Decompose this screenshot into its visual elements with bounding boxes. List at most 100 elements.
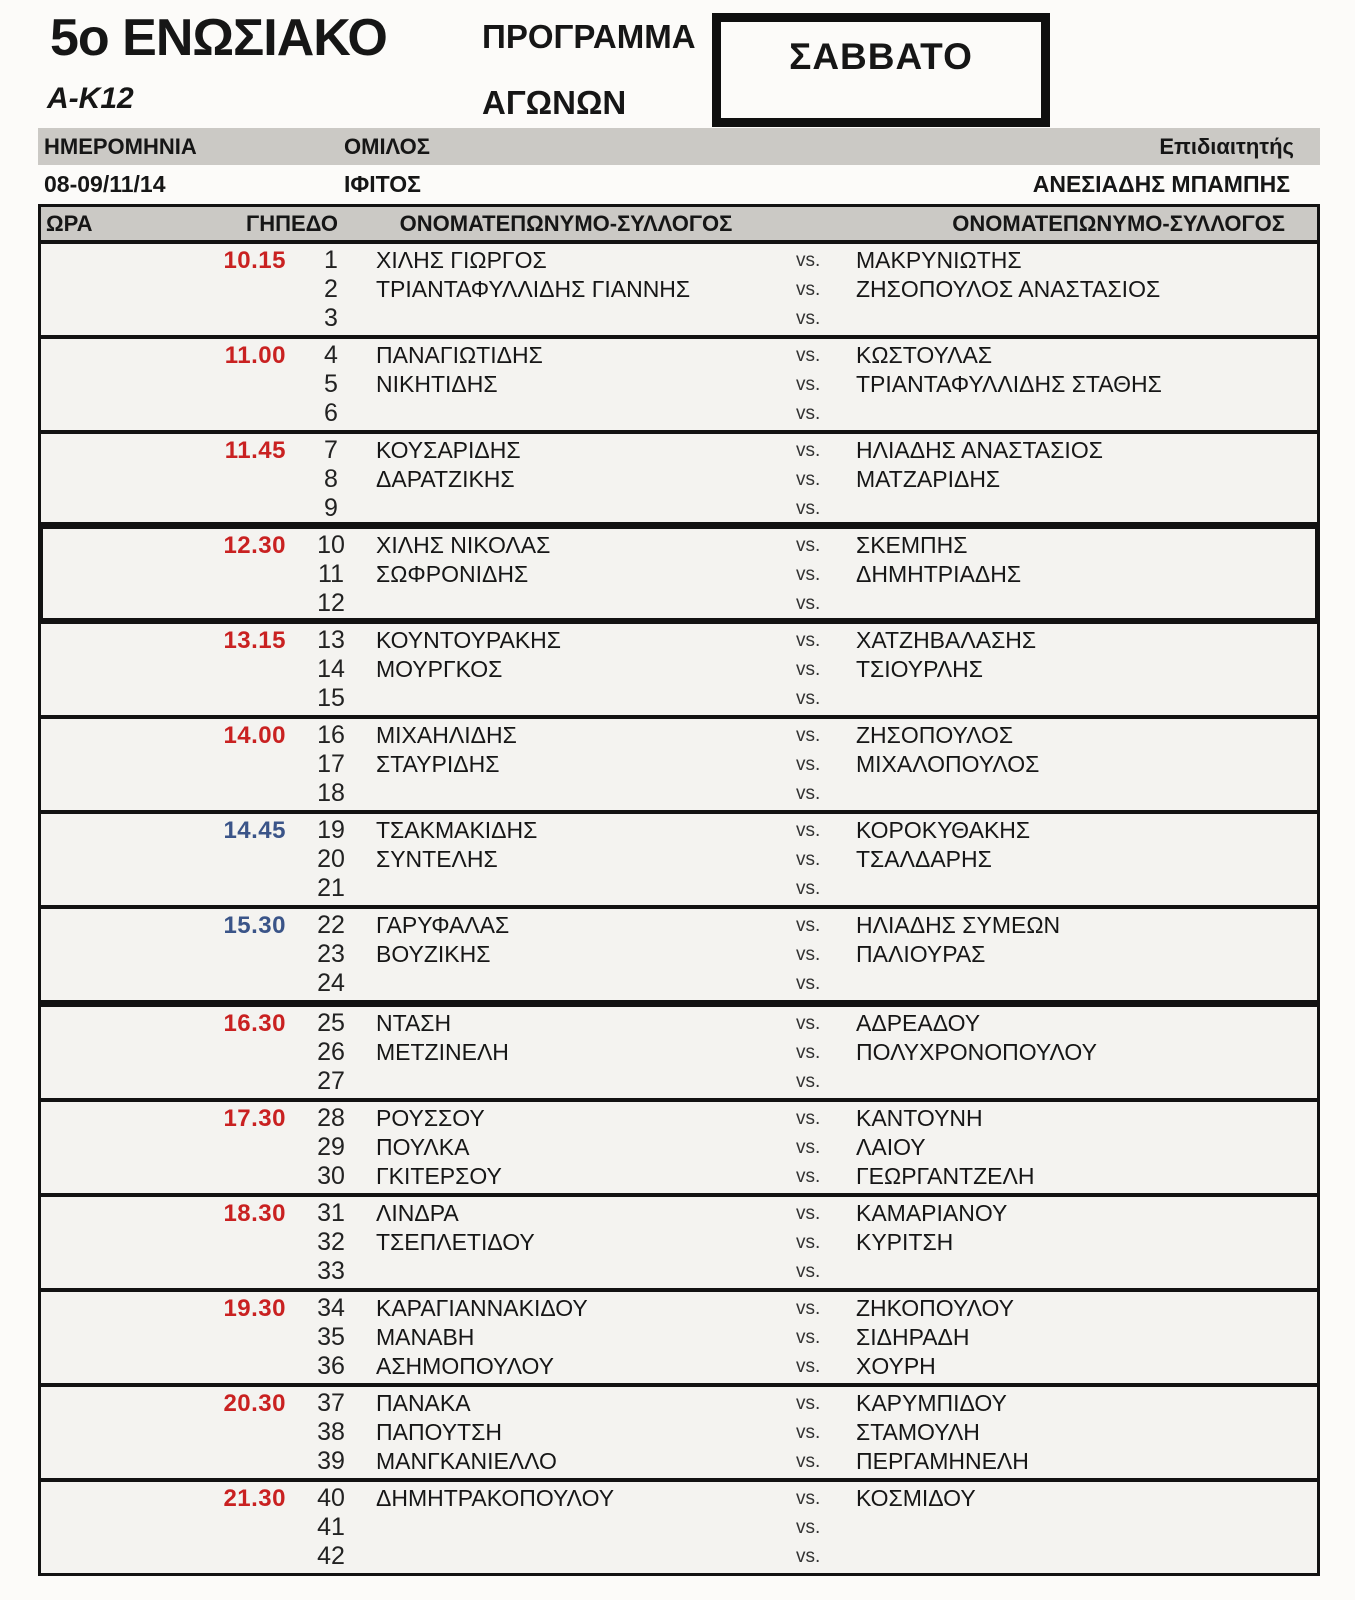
col-header-player1: ΟΝΟΜΑΤΕΠΩΝΥΜΟ-ΣΥΛΛΟΓΟΣ	[399, 210, 733, 236]
player2-name: ΤΡΙΑΝΤΑΦΥΛΛΙΔΗΣ ΣΤΑΘΗΣ	[856, 371, 1162, 397]
match-row-court-26: 26 ΜΕΤΖΙΝΕΛΗ vs. ΠΟΛΥΧΡΟΝΟΠΟΥΛΟΥ	[41, 1038, 1317, 1067]
vs-label: vs.	[796, 943, 821, 965]
player2-name: ΖΗΣΟΠΟΥΛΟΣ	[856, 722, 1014, 748]
player1-name: ΜΑΝΓΚΑΝΙΕΛΛΟ	[376, 1448, 557, 1474]
match-row-court-28: 17.30 28 ΡΟΥΣΣΟΥ vs. ΚΑΝΤΟΥΝΗ	[41, 1104, 1317, 1133]
match-row-court-22: 15.30 22 ΓΑΡΥΦΑΛΑΣ vs. ΗΛΙΑΔΗΣ ΣΥΜΕΩΝ	[41, 911, 1317, 940]
program-title-line1: ΠΡΟΓΡΑΜΜΑ	[482, 18, 696, 55]
col-header-time: ΩΡΑ	[46, 210, 93, 236]
player2-name: ΓΕΩΡΓΑΝΤΖΕΛΗ	[856, 1163, 1035, 1189]
match-row-court-17: 17 ΣΤΑΥΡΙΔΗΣ vs. ΜΙΧΑΛΟΠΟΥΛΟΣ	[41, 750, 1317, 779]
player1-name: ΜΑΝΑΒΗ	[376, 1324, 475, 1350]
schedule-table: ΩΡΑ ΓΗΠΕΔΟ ΟΝΟΜΑΤΕΠΩΝΥΜΟ-ΣΥΛΛΟΓΟΣ ΟΝΟΜΑΤ…	[38, 204, 1320, 1576]
player1-name: ΣΤΑΥΡΙΔΗΣ	[376, 751, 500, 777]
vs-label: vs.	[796, 1326, 821, 1348]
time-cell: 17.30	[223, 1104, 286, 1132]
vs-label: vs.	[796, 1107, 821, 1129]
time-cell: 11.00	[224, 341, 286, 369]
vs-label: vs.	[796, 1421, 821, 1443]
vs-label: vs.	[796, 563, 821, 585]
player2-name: ΖΗΣΟΠΟΥΛΟΣ ΑΝΑΣΤΑΣΙΟΣ	[856, 276, 1161, 302]
match-row-court-40: 21.30 40 ΔΗΜΗΤΡΑΚΟΠΟΥΛΟΥ vs. ΚΟΣΜΙΔΟΥ	[41, 1484, 1317, 1513]
vs-label: vs.	[796, 439, 821, 461]
player2-name: ΜΑΤΖΑΡΙΔΗΣ	[856, 466, 1001, 492]
player1-name: ΚΑΡΑΓΙΑΝΝΑΚΙΔΟΥ	[376, 1295, 588, 1321]
court-number: 16	[317, 721, 345, 749]
vs-label: vs.	[796, 344, 821, 366]
match-row-court-7: 11.45 7 ΚΟΥΣΑΡΙΔΗΣ vs. ΗΛΙΑΔΗΣ ΑΝΑΣΤΑΣΙΟΣ	[41, 436, 1317, 465]
court-number: 7	[324, 436, 338, 464]
court-number: 31	[317, 1199, 345, 1227]
player2-name: ΜΙΧΑΛΟΠΟΥΛΟΣ	[856, 751, 1040, 777]
player1-name: ΔΑΡΑΤΖΙΚΗΣ	[376, 466, 515, 492]
court-number: 1	[324, 246, 338, 274]
schedule-blocks: 10.15 1 ΧΙΛΗΣ ΓΙΩΡΓΟΣ vs. ΜΑΚΡΥΝΙΩΤΗΣ 2 ΤΡΙΑΝΤ…	[38, 244, 1320, 1573]
player1-name: ΠΑΝΑΚΑ	[376, 1390, 471, 1416]
player2-name: ΗΛΙΑΔΗΣ ΣΥΜΕΩΝ	[856, 912, 1061, 938]
court-number: 19	[317, 816, 345, 844]
player1-name: ΚΟΥΝΤΟΥΡΑΚΗΣ	[376, 627, 561, 653]
vs-label: vs.	[796, 848, 821, 870]
player1-name: ΡΟΥΣΣΟΥ	[376, 1105, 485, 1131]
time-block-17.30: 17.30 28 ΡΟΥΣΣΟΥ vs. ΚΑΝΤΟΥΝΗ 29 ΠΟΥΛΚΑ vs. ΛΑΙΟ…	[41, 1098, 1317, 1193]
court-number: 15	[317, 684, 345, 712]
court-number: 17	[317, 750, 345, 778]
player1-name: ΛΙΝΔΡΑ	[376, 1200, 459, 1226]
court-number: 11	[318, 560, 344, 588]
vs-label: vs.	[796, 877, 821, 899]
document-header: 5ο ΕΝΩΣΙΑΚΟ A-K12 ΠΡΟΓΡΑΜΜΑ ΑΓΩΝΩΝ ΣΑΒΒΑ…	[0, 0, 1355, 128]
time-block-14.00: 14.00 16 ΜΙΧΑΗΛΙΔΗΣ vs. ΖΗΣΟΠΟΥΛΟΣ 17 ΣΤΑΥΡΙΔΗ…	[41, 715, 1317, 810]
player1-name: ΣΥΝΤΕΛΗΣ	[376, 846, 498, 872]
court-number: 21	[317, 874, 345, 902]
court-number: 28	[317, 1104, 345, 1132]
match-row-court-33: 33 vs.	[41, 1257, 1317, 1286]
time-block-13.15: 13.15 13 ΚΟΥΝΤΟΥΡΑΚΗΣ vs. ΧΑΤΖΗΒΑΛΑΣΗΣ 14 ΜΟΥΡ…	[41, 620, 1317, 715]
court-number: 14	[317, 655, 345, 683]
court-number: 22	[317, 911, 345, 939]
vs-label: vs.	[796, 1231, 821, 1253]
player1-name: ΝΙΚΗΤΙΔΗΣ	[376, 371, 498, 397]
vs-label: vs.	[796, 534, 821, 556]
court-number: 18	[317, 779, 345, 807]
vs-label: vs.	[796, 819, 821, 841]
court-number: 10	[317, 531, 345, 559]
time-block-11.45: 11.45 7 ΚΟΥΣΑΡΙΔΗΣ vs. ΗΛΙΑΔΗΣ ΑΝΑΣΤΑΣΙΟΣ 8 ΔΑ…	[41, 430, 1317, 525]
vs-label: vs.	[796, 592, 821, 614]
player1-name: ΜΙΧΑΗΛΙΔΗΣ	[376, 722, 517, 748]
match-row-court-34: 19.30 34 ΚΑΡΑΓΙΑΝΝΑΚΙΔΟΥ vs. ΖΗΚΟΠΟΥΛΟΥ	[41, 1294, 1317, 1323]
court-number: 30	[317, 1162, 345, 1190]
match-row-court-3: 3 vs.	[41, 304, 1317, 333]
club-label: ΟΜΙΛΟΣ	[344, 133, 430, 159]
vs-label: vs.	[796, 972, 821, 994]
court-number: 34	[317, 1294, 345, 1322]
referee-label: Επιδιαιτητής	[1159, 133, 1294, 159]
player2-name: ΠΕΡΓΑΜΗΝΕΛΗ	[856, 1448, 1029, 1474]
match-row-court-21: 21 vs.	[41, 874, 1317, 903]
info-values-row: 08-09/11/14 ΙΦΙΤΟΣ ΑΝΕΣΙΑΔΗΣ ΜΠΑΜΠΗΣ	[38, 165, 1320, 204]
player2-name: ΠΟΛΥΧΡΟΝΟΠΟΥΛΟΥ	[856, 1039, 1097, 1065]
match-row-court-12: 12 vs.	[41, 589, 1317, 618]
time-block-15.30: 15.30 22 ΓΑΡΥΦΑΛΑΣ vs. ΗΛΙΑΔΗΣ ΣΥΜΕΩΝ 23 ΒΟΥΖΙ…	[41, 905, 1317, 1000]
player2-name: ΜΑΚΡΥΝΙΩΤΗΣ	[856, 247, 1022, 273]
time-cell: 15.30	[223, 911, 286, 939]
time-block-19.30: 19.30 34 ΚΑΡΑΓΙΑΝΝΑΚΙΔΟΥ vs. ΖΗΚΟΠΟΥΛΟΥ 35 ΜΑΝ…	[41, 1288, 1317, 1383]
time-block-12.30: 12.30 10 ΧΙΛΗΣ ΝΙΚΟΛΑΣ vs. ΣΚΕΜΠΗΣ 11 ΣΩΦΡΟΝΙΔ…	[38, 522, 1320, 623]
player2-name: ΣΙΔΗΡΑΔΗ	[856, 1324, 970, 1350]
court-number: 42	[317, 1542, 345, 1570]
court-number: 41	[317, 1513, 345, 1541]
vs-label: vs.	[796, 1012, 821, 1034]
player2-name: ΗΛΙΑΔΗΣ ΑΝΑΣΤΑΣΙΟΣ	[856, 437, 1103, 463]
time-cell: 10.15	[223, 246, 286, 274]
court-number: 9	[324, 494, 338, 522]
match-row-court-27: 27 vs.	[41, 1067, 1317, 1096]
time-block-16.30: 16.30 25 ΝΤΑΣΗ vs. ΑΔΡΕΑΔΟΥ 26 ΜΕΤΖΙΝΕΛΗ vs. ΠΟΛ…	[41, 1000, 1317, 1098]
court-number: 27	[317, 1067, 345, 1095]
player1-name: ΝΤΑΣΗ	[376, 1010, 452, 1036]
player2-name: ΚΥΡΙΤΣΗ	[856, 1229, 954, 1255]
vs-label: vs.	[796, 914, 821, 936]
vs-label: vs.	[796, 1392, 821, 1414]
time-cell: 14.45	[223, 816, 286, 844]
vs-label: vs.	[796, 373, 821, 395]
vs-label: vs.	[796, 1165, 821, 1187]
match-row-court-9: 9 vs.	[41, 494, 1317, 523]
